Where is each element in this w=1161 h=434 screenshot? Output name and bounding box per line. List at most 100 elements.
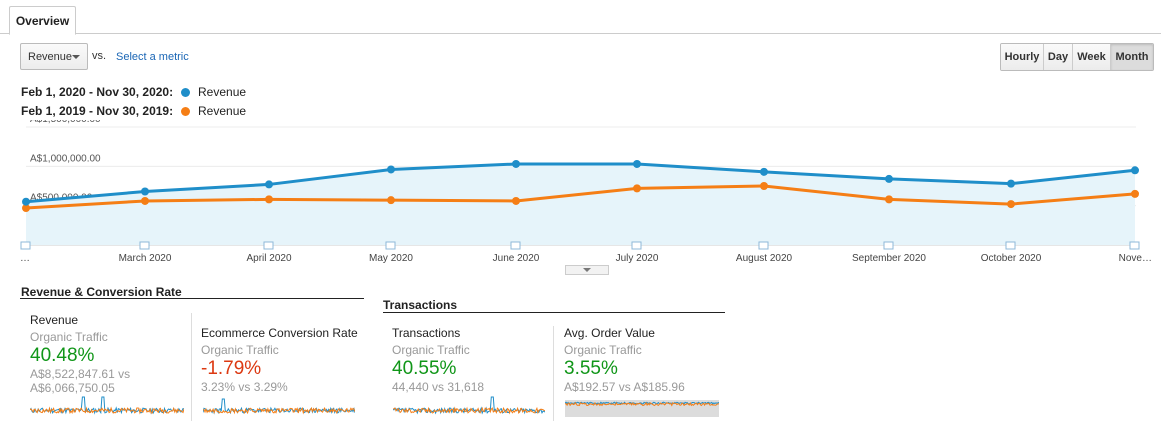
card-comparison: 44,440 vs 31,618 [392,380,485,394]
x-tick-label: Nove… [1119,253,1152,264]
section-rule [20,298,364,299]
sparkline-avg-order-value [565,400,719,417]
metric-dropdown[interactable]: Revenue [20,43,88,70]
card-segment: Organic Traffic [564,343,642,357]
data-point [760,167,768,176]
chevron-down-icon [72,55,80,59]
annotation-marker [1129,241,1140,250]
metric-card-avg-order-value[interactable]: Avg. Order Value Organic Traffic 3.55% A… [564,326,685,394]
legend-period: Feb 1, 2020 - Nov 30, 2020: [21,85,174,99]
x-tick-label: … [20,253,30,264]
x-tick-label: May 2020 [369,253,413,264]
metric-card-revenue[interactable]: Revenue Organic Traffic 40.48% A$8,522,8… [30,313,130,395]
tab-bar: Overview [0,0,1161,35]
card-comparison: A$8,522,847.61 vs [30,367,131,381]
data-point [387,196,395,205]
day-button[interactable]: Day [1044,44,1073,70]
sparkline-series [565,401,719,407]
data-point [387,165,395,174]
data-point [512,196,520,205]
legend-dot [181,87,190,97]
card-title: Revenue [30,313,79,327]
card-change: 40.48% [30,345,95,366]
annotation-marker [20,241,31,250]
metric-card-conversion-rate[interactable]: Ecommerce Conversion Rate Organic Traffi… [201,326,358,394]
data-point [22,197,30,206]
data-point [141,196,149,205]
data-point [141,187,149,196]
annotation-marker [1005,241,1016,250]
legend-series-name: Revenue [198,104,247,118]
sparkline-revenue [30,396,184,415]
data-point [633,184,641,193]
annotation-marker [139,241,150,250]
metric-card-transactions[interactable]: Transactions Organic Traffic 40.55% 44,4… [392,326,484,394]
card-divider [191,313,192,421]
x-tick-label: June 2020 [493,253,540,264]
sparkline-series [393,406,545,415]
card-comparison: 3.23% vs 3.29% [201,380,288,394]
data-point [265,195,273,204]
x-tick-label: August 2020 [736,253,793,264]
sparkline-series [203,406,355,415]
vs-label: vs. [92,50,107,62]
chevron-down-icon [583,268,591,272]
legend-previous: Feb 1, 2019 - Nov 30, 2019: Revenue [21,104,246,118]
x-tick-label: October 2020 [981,253,1042,264]
data-point [760,182,768,190]
section-title-transactions: Transactions [383,298,458,312]
card-title: Ecommerce Conversion Rate [201,326,358,340]
annotation-marker [263,241,274,250]
sparkline-series [203,398,355,415]
area-fill [26,163,1135,245]
hourly-button[interactable]: Hourly [1001,44,1044,70]
legend-series-name: Revenue [198,85,247,99]
data-point [633,159,641,168]
series-line-0 [25,162,1136,204]
time-granularity-group: Hourly Day Week Month [1000,43,1154,71]
data-point [885,195,893,204]
sparkline-series [30,406,184,415]
series-line-1 [25,184,1136,210]
card-segment: Organic Traffic [201,343,279,357]
card-comparison: A$192.57 vs A$185.96 [564,380,685,394]
section-title-revenue-conversion: Revenue & Conversion Rate [21,285,182,299]
sparkline-conversion-rate [203,398,355,415]
data-point [265,180,273,189]
select-metric-link[interactable]: Select a metric [116,51,189,63]
annotation-marker [510,241,521,250]
legend-current: Feb 1, 2020 - Nov 30, 2020: Revenue [21,85,246,99]
data-point [1131,166,1139,175]
card-change: 40.55% [392,358,457,379]
annotation-marker [883,241,894,250]
x-tick-label: April 2020 [246,253,291,264]
section-rule [383,312,725,313]
annotation-marker [385,241,396,250]
metric-dropdown-label: Revenue [28,50,73,63]
data-point [512,159,520,168]
annotation-marker [758,241,769,250]
legend-period: Feb 1, 2019 - Nov 30, 2019: [21,104,174,118]
month-button[interactable]: Month [1111,44,1153,70]
collapse-chart-handle[interactable] [565,265,609,275]
card-divider [553,326,554,421]
y-tick-label: A$1,000,000.00 [30,153,101,164]
sparkline-series [565,401,719,405]
card-comparison: A$6,066,750.05 [30,381,115,395]
data-point [1007,179,1015,188]
data-point [1007,200,1015,209]
card-title: Avg. Order Value [564,326,655,340]
revenue-line-chart: A$1,500,000.00A$1,000,000.00A$500,000.00… [20,120,1152,264]
x-tick-label: July 2020 [616,253,659,264]
data-point [22,204,30,213]
x-tick-label: March 2020 [119,253,172,264]
week-button[interactable]: Week [1073,44,1111,70]
tab-overview[interactable]: Overview [9,6,76,35]
card-change: 3.55% [564,358,618,379]
card-segment: Organic Traffic [30,330,108,344]
x-tick-label: September 2020 [852,253,926,264]
data-point [1131,189,1139,198]
y-tick-label: A$1,500,000.00 [30,120,101,125]
legend-dot [181,106,190,116]
sparkline-transactions [393,396,545,415]
